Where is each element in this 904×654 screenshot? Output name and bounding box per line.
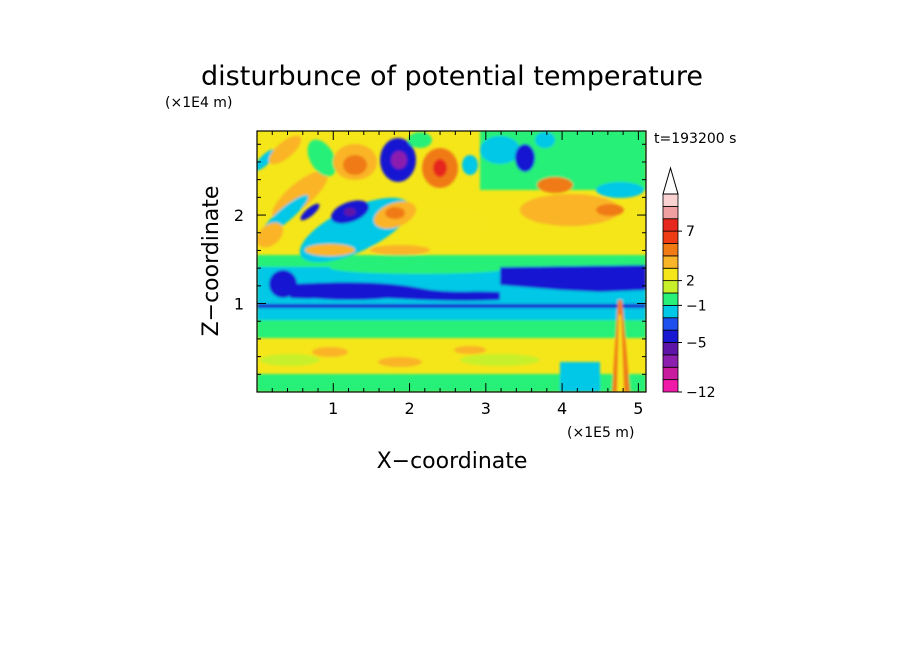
colorbar-label: −5	[686, 336, 707, 352]
y-tick-label: 1	[234, 295, 244, 314]
plot-frame	[256, 130, 647, 393]
x-unit-label: (×1E5 m)	[567, 425, 634, 441]
x-axis-label: X−coordinate	[377, 449, 528, 474]
y-axis-label: Z−coordinate	[199, 186, 224, 337]
y-ticks: 12	[234, 143, 646, 375]
field-patch-cyan-right	[596, 182, 644, 198]
field-patch-upper-cyan	[480, 136, 520, 164]
colorbar-swatch	[662, 255, 679, 269]
field-patch-blue-mid	[295, 286, 405, 300]
field-vortex-red	[433, 159, 447, 177]
field-tilt-blue-2	[300, 203, 320, 221]
colorbar-swatch	[662, 280, 679, 294]
colorbar-swatch	[662, 366, 679, 381]
field-patch-orange-center-mid	[370, 245, 430, 255]
x-ticks: 1 2 3 4 5	[271, 131, 643, 418]
field-patch-orange-left-mid	[305, 244, 355, 256]
colorbar-swatch	[662, 205, 679, 220]
field-vortex-green	[408, 132, 432, 148]
field-tilt-orange-7	[343, 155, 367, 175]
field-patch-lower-orange-3	[454, 346, 486, 354]
x-tick-label: 4	[557, 399, 567, 418]
field-patch-cyan-top	[462, 155, 478, 175]
colorbar-label: −12	[686, 385, 716, 401]
field-tilt-purple-1	[344, 208, 356, 216]
y-tick-label: 2	[234, 206, 244, 225]
colorbar-swatch	[662, 267, 679, 282]
field-tilt-orange-3	[268, 135, 302, 165]
colorbar-swatch	[662, 243, 679, 257]
colorbar-swatch	[662, 230, 679, 244]
field-tilt-orange-2	[257, 222, 284, 248]
field-patch-cyan-right-top	[535, 132, 555, 148]
field-patch-lower-green-1	[460, 354, 540, 366]
colorbar-swatch	[662, 379, 679, 393]
field-tilt-orange-5	[385, 207, 405, 219]
colorbar-label: 7	[686, 224, 695, 240]
field-band-blue-right	[500, 265, 646, 292]
colorbar-swatch	[662, 193, 679, 207]
field-patch-lower-green-2	[260, 354, 320, 366]
field-patch-lower-orange-2	[378, 357, 422, 367]
chart-title: disturbunce of potential temperature	[201, 61, 703, 92]
colorbar-extend-arrow	[662, 166, 679, 195]
time-label: t=193200 s	[654, 131, 736, 147]
colorbar-swatch	[662, 354, 679, 368]
field-patch-orange-far-right	[596, 204, 624, 216]
field-tilt-cyan-3	[257, 149, 276, 171]
field-band-lower-green	[257, 318, 646, 338]
x-tick-label: 3	[481, 399, 491, 418]
y-unit-label: (×1E4 m)	[165, 95, 232, 111]
field-tilt-green-1	[307, 139, 337, 177]
field-patch-upper-yellow	[410, 207, 490, 243]
x-tick-label: 1	[328, 399, 338, 418]
colorbar-label: −1	[686, 298, 707, 314]
colorbar: −12−5−127	[662, 166, 716, 401]
colorbar-label: 2	[686, 274, 695, 290]
x-tick-label: 5	[633, 399, 643, 418]
field-patch-upper-orange-right	[520, 194, 620, 226]
field-patch-orange-right-top	[537, 177, 573, 193]
colorbar-swatch	[662, 329, 679, 343]
colorbar-swatch	[662, 292, 679, 306]
field-vortex-purple	[391, 151, 407, 169]
colorbar-swatch	[662, 317, 679, 331]
colorbar-swatch	[662, 342, 679, 356]
colorbar-swatch	[662, 218, 679, 232]
field-patch-green-mid	[330, 262, 510, 274]
field-patch-lower-cyan	[560, 362, 600, 392]
field-band-surface-green	[257, 374, 646, 392]
field-patch-lower-orange-1	[312, 347, 348, 357]
colorbar-swatch	[662, 304, 679, 319]
field-plume-core	[617, 315, 624, 392]
field-patch-blue-right	[515, 144, 535, 172]
x-tick-label: 2	[404, 399, 414, 418]
field-line-blue-1km	[257, 304, 646, 308]
